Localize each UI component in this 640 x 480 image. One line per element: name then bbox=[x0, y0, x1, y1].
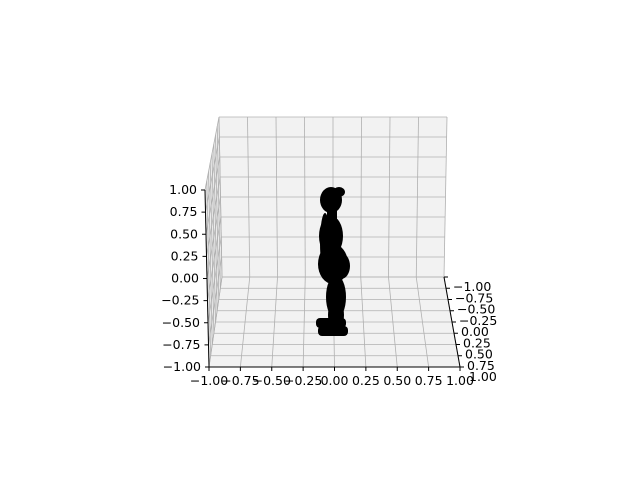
grid-line bbox=[388, 276, 398, 368]
grid-line bbox=[208, 276, 223, 368]
y-tick-label: −0.75 bbox=[455, 290, 493, 305]
y-tick-label: 0.25 bbox=[463, 335, 491, 350]
grid-line bbox=[207, 216, 222, 301]
z-tick-label: −0.50 bbox=[162, 315, 200, 330]
y-tick-label: −0.25 bbox=[459, 313, 497, 328]
z-tick-label: 1.00 bbox=[169, 182, 197, 197]
grid-line bbox=[360, 116, 362, 278]
grid-line bbox=[415, 116, 419, 278]
x-tick-label: 1.00 bbox=[446, 373, 474, 388]
figure-foot-front bbox=[318, 326, 348, 336]
tick-labels: −1.00−0.75−0.50−0.250.00 0.25 0.50 0.75 1.00… bbox=[161, 182, 497, 388]
x-tick-label: 0.00 bbox=[321, 373, 349, 388]
z-tick-label: −1.00 bbox=[163, 359, 201, 374]
z-tick-label: 0.25 bbox=[171, 248, 199, 263]
tick-marks bbox=[201, 189, 464, 371]
x-tick-label: 0.75 bbox=[415, 373, 443, 388]
grid-line bbox=[207, 236, 222, 323]
y-tick-label: 0.75 bbox=[467, 358, 495, 373]
y-tick-label: −0.50 bbox=[457, 302, 495, 317]
x-tick-label: 0.50 bbox=[383, 373, 411, 388]
z-tick-label: −0.25 bbox=[161, 293, 199, 308]
y-tick-label: 0.50 bbox=[465, 347, 493, 362]
y-tick-label: 1.00 bbox=[469, 369, 497, 384]
z-tick-label: −0.75 bbox=[162, 337, 200, 352]
x-tick-label: −1.00 bbox=[190, 373, 228, 388]
grid-line bbox=[208, 171, 213, 345]
x-tick-label: −0.75 bbox=[221, 373, 259, 388]
figure-hip bbox=[332, 253, 350, 279]
grid-line bbox=[208, 256, 223, 345]
grid-line bbox=[206, 196, 221, 279]
figure-arm bbox=[320, 213, 330, 273]
figure-hair-bun bbox=[333, 187, 345, 197]
figure-neck bbox=[327, 210, 337, 222]
grid-line bbox=[415, 276, 430, 368]
x-tick-label: 0.25 bbox=[352, 373, 380, 388]
x-tick-label: −0.50 bbox=[253, 373, 291, 388]
point-cloud-figure bbox=[316, 187, 350, 336]
grid-line bbox=[360, 276, 367, 368]
grid-line bbox=[206, 180, 212, 356]
y-tick-label: 0.00 bbox=[461, 324, 489, 339]
z-tick-label: 0.75 bbox=[170, 204, 198, 219]
grid-line bbox=[388, 116, 391, 278]
grid-line bbox=[209, 162, 215, 334]
z-tick-label: 0.50 bbox=[170, 226, 198, 241]
z-tick-label: 0.00 bbox=[171, 271, 199, 286]
grid-line bbox=[443, 116, 448, 278]
y-tick-label: −1.00 bbox=[453, 279, 491, 294]
figure-foot-back bbox=[316, 318, 346, 328]
x-tick-label: −0.25 bbox=[284, 373, 322, 388]
